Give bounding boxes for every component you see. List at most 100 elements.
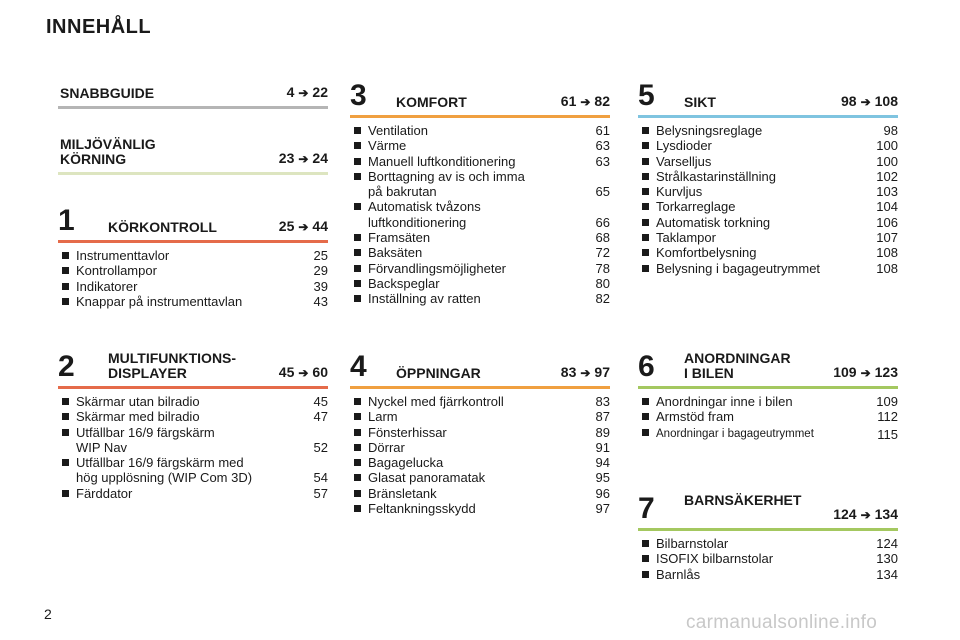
item-page-number: 83 bbox=[595, 394, 610, 409]
item-text: Färddator bbox=[76, 485, 133, 501]
arrow-right-icon: ➔ bbox=[580, 366, 591, 380]
item-text: Manuell luftkonditionering bbox=[368, 153, 516, 169]
list-item: Torkarreglage 104 bbox=[638, 199, 898, 214]
item-page-number: 109 bbox=[876, 394, 898, 409]
item-page-number: 108 bbox=[876, 260, 898, 276]
section-number: 3 bbox=[350, 79, 367, 112]
list-item: Anordningar i bagageutrymmet 115 bbox=[638, 425, 898, 442]
list-item: Värme 63 bbox=[350, 138, 610, 153]
item-page-number: 57 bbox=[313, 485, 328, 501]
bullet-square-icon bbox=[354, 474, 361, 482]
section-komfort: 3 KOMFORT 61 ➔ 82 Ventilation 61 Värme 63 Manu… bbox=[350, 68, 610, 307]
item-page-number: 96 bbox=[595, 485, 610, 501]
list-item: Borttagning av is och imma på bakrutan 65 bbox=[350, 169, 610, 200]
bullet-square-icon bbox=[62, 489, 69, 497]
item-page-number: 100 bbox=[876, 153, 898, 169]
item-page-number: 95 bbox=[595, 470, 610, 486]
bullet-square-icon bbox=[354, 295, 361, 303]
bullet-square-icon bbox=[354, 443, 361, 451]
bullet-square-icon bbox=[642, 540, 649, 547]
item-page-number: 130 bbox=[876, 551, 898, 567]
bullet-square-icon bbox=[642, 234, 649, 242]
section-number: 6 bbox=[638, 350, 655, 383]
bullet-square-icon bbox=[354, 413, 361, 421]
bullet-square-icon bbox=[642, 249, 649, 257]
item-page-number: 43 bbox=[313, 293, 328, 309]
item-page-number: 72 bbox=[595, 245, 610, 261]
page-range: 23 ➔ 24 bbox=[278, 150, 328, 167]
item-page-number: 102 bbox=[876, 168, 898, 184]
list-item: Barnlås 134 bbox=[638, 567, 898, 582]
list-item: Automatisk torkning 106 bbox=[638, 215, 898, 230]
bullet-square-icon bbox=[354, 234, 361, 242]
bullet-square-icon bbox=[354, 489, 361, 497]
bullet-square-icon bbox=[354, 157, 361, 165]
list-item: Baksäten 72 bbox=[350, 245, 610, 260]
item-page-number: 68 bbox=[595, 230, 610, 246]
item-text: ISOFIX bilbarnstolar bbox=[656, 551, 774, 567]
bullet-square-icon bbox=[62, 413, 69, 421]
item-page-number: 87 bbox=[595, 409, 610, 425]
bullet-square-icon bbox=[642, 142, 649, 150]
item-page-number: 39 bbox=[313, 278, 328, 294]
list-item: Kontrollampor 29 bbox=[58, 263, 328, 278]
list-item: Bränsletank 96 bbox=[350, 486, 610, 501]
page-range: 83 ➔ 97 bbox=[560, 364, 610, 381]
item-text: Larm bbox=[368, 409, 398, 425]
arrow-right-icon: ➔ bbox=[298, 86, 309, 100]
page-title: INNEHÅLL bbox=[46, 16, 152, 38]
section-divider bbox=[58, 386, 328, 389]
item-list: Nyckel med fjärrkontroll 83 Larm 87 Fönsterh… bbox=[350, 394, 610, 516]
bullet-square-icon bbox=[354, 142, 361, 150]
item-list: Ventilation 61 Värme 63 Manuell luftkonditio… bbox=[350, 123, 610, 307]
item-text: Inställning av ratten bbox=[368, 291, 481, 307]
bullet-square-icon bbox=[354, 203, 361, 211]
list-item: Utfällbar 16/9 färgskärm WIP Nav 52 bbox=[58, 425, 328, 456]
item-page-number: 82 bbox=[595, 291, 610, 307]
bullet-square-icon bbox=[642, 428, 649, 436]
bullet-square-icon bbox=[62, 252, 69, 259]
item-page-number: 100 bbox=[876, 138, 898, 154]
section-number: 4 bbox=[350, 350, 367, 383]
item-text: Nyckel med fjärrkontroll bbox=[368, 394, 504, 409]
item-page-number: 97 bbox=[595, 501, 610, 517]
bullet-square-icon bbox=[354, 398, 361, 405]
section-barnsakerhet: 7 BARNSÄKERHET 124 ➔ 134 Bilbarnstolar 124 I… bbox=[638, 480, 898, 582]
item-text: Bagagelucka bbox=[368, 455, 444, 471]
section-title: KOMFORT bbox=[396, 94, 467, 110]
section-divider bbox=[638, 115, 898, 118]
item-page-number: 61 bbox=[595, 123, 610, 138]
bullet-square-icon bbox=[62, 398, 69, 405]
item-text: Bilbarnstolar bbox=[656, 536, 729, 551]
list-item: Nyckel med fjärrkontroll 83 bbox=[350, 394, 610, 409]
bullet-square-icon bbox=[354, 505, 361, 513]
list-item: Kurvljus 103 bbox=[638, 184, 898, 199]
item-text: Baksäten bbox=[368, 245, 423, 261]
list-item: Knappar på instrumenttavlan 43 bbox=[58, 294, 328, 309]
item-page-number: 94 bbox=[595, 455, 610, 471]
item-page-number: 80 bbox=[595, 275, 610, 291]
bullet-square-icon bbox=[642, 218, 649, 226]
list-item: Belysning i bagageutrymmet 108 bbox=[638, 261, 898, 276]
item-text: Förvandlingsmöjligheter bbox=[368, 260, 507, 276]
item-text: Belysningsreglage bbox=[656, 123, 763, 138]
section-title: BARNSÄKERHET bbox=[684, 492, 802, 508]
list-item: Indikatorer 39 bbox=[58, 279, 328, 294]
arrow-right-icon: ➔ bbox=[860, 508, 871, 522]
item-text: Utfällbar 16/9 färgskärm WIP Nav bbox=[76, 424, 215, 455]
item-text: Lysdioder bbox=[656, 138, 712, 154]
list-item: Feltankningsskydd 97 bbox=[350, 501, 610, 516]
item-text: Kurvljus bbox=[656, 184, 703, 200]
item-text: Värme bbox=[368, 138, 407, 154]
bullet-square-icon bbox=[62, 428, 69, 436]
item-text: Glasat panoramatak bbox=[368, 470, 486, 486]
item-page-number: 78 bbox=[595, 260, 610, 276]
section-divider bbox=[58, 172, 328, 175]
item-text: Ventilation bbox=[368, 123, 428, 138]
bullet-square-icon bbox=[642, 127, 649, 134]
item-text: Automatisk tvåzons luftkonditionering bbox=[368, 199, 481, 230]
item-page-number: 134 bbox=[876, 566, 898, 582]
item-page-number: 29 bbox=[313, 263, 328, 279]
section-snabbguide: SNABBGUIDE 4 ➔ 22 bbox=[58, 68, 328, 109]
item-page-number: 115 bbox=[877, 426, 898, 442]
